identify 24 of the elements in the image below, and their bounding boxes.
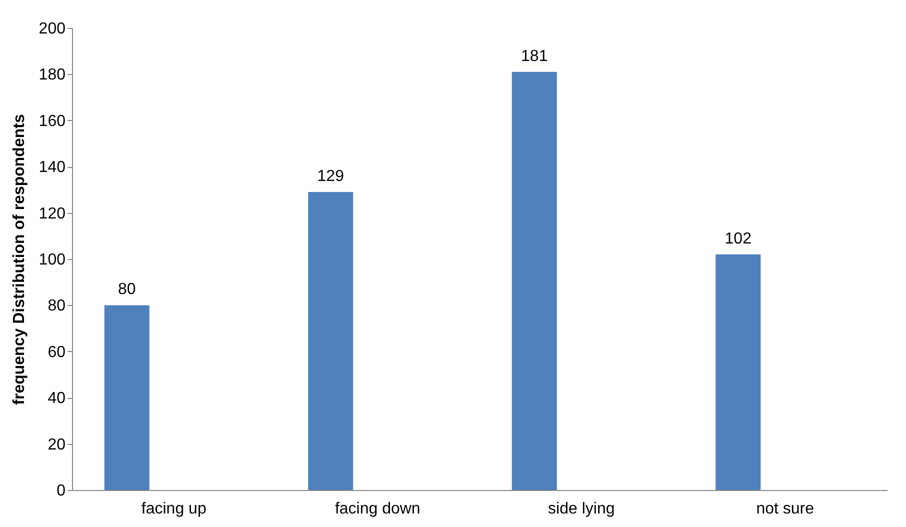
y-tick-label: 40 — [48, 390, 66, 408]
x-tick-label: not sure — [756, 500, 814, 518]
x-tick-label: side lying — [548, 500, 615, 518]
bar — [308, 192, 354, 490]
data-label: 102 — [724, 230, 752, 248]
x-tick-label: facing up — [141, 500, 206, 518]
y-tick-label: 60 — [48, 344, 66, 361]
bar — [716, 254, 761, 490]
y-tick-label: 80 — [48, 298, 66, 315]
y-axis-title: frequency Distribution of respondents — [10, 114, 28, 405]
y-tick-label: 140 — [38, 159, 66, 176]
bar — [512, 72, 557, 490]
bar — [104, 305, 150, 490]
y-tick-label: 200 — [38, 20, 66, 38]
x-tick-label: facing down — [334, 500, 420, 518]
data-label: 80 — [118, 281, 136, 298]
y-tick-label: 180 — [38, 66, 66, 84]
data-label: 129 — [317, 168, 344, 186]
y-tick-label: 100 — [38, 252, 66, 268]
y-tick-label: 20 — [48, 436, 66, 454]
data-label: 181 — [521, 48, 548, 65]
y-tick-label: 0 — [56, 482, 66, 500]
y-tick-label: 160 — [38, 112, 66, 130]
y-tick-label: 120 — [38, 205, 66, 222]
